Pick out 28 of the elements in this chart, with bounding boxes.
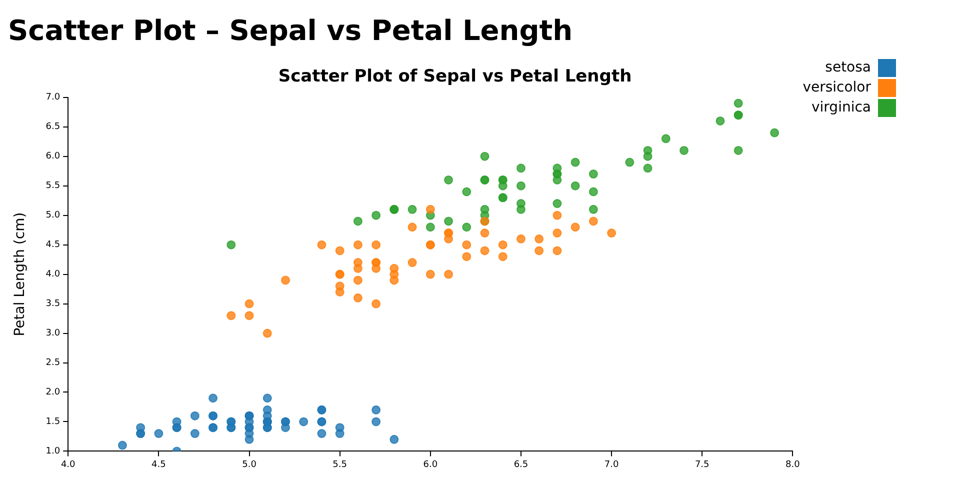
y-tick-label: 2.0 (46, 388, 60, 398)
y-tick-label: 4.0 (46, 270, 60, 280)
x-tick-label: 5.5 (332, 460, 347, 470)
y-tick-label: 3.5 (46, 299, 60, 310)
y-tick-label: 2.5 (46, 358, 60, 368)
y-tick-label: 7.0 (46, 92, 60, 103)
x-tick-label: 6.0 (423, 460, 438, 470)
x-tick-label: 4.5 (152, 460, 166, 470)
y-tick-label: 4.5 (46, 240, 60, 250)
x-tick-label: 7.0 (604, 460, 619, 470)
x-tick-label: 6.5 (514, 460, 528, 470)
y-tick-label: 3.0 (46, 328, 60, 339)
x-tick-label: 4.0 (60, 460, 76, 470)
x-tick-label: 5.0 (242, 460, 257, 470)
y-tick-label: 1.5 (46, 417, 60, 428)
y-tick-label: 6.5 (46, 122, 60, 132)
legend-label: virginica (812, 100, 871, 116)
y-tick-label: 5.0 (46, 210, 60, 221)
chart-title: Scatter Plot – Sepal vs Petal Length (8, 14, 574, 47)
y-tick-label: 6.0 (46, 152, 60, 162)
chart-subtitle: Scatter Plot of Sepal vs Petal Length (278, 66, 632, 87)
y-tick-label: 1.0 (46, 446, 60, 457)
legend-label: setosa (825, 60, 871, 76)
legend-label: versicolor (802, 80, 872, 96)
x-tick-label: 7.5 (694, 460, 710, 470)
y-tick-label: 5.5 (46, 181, 60, 192)
y-axis-title: Petal Length (cm) (12, 212, 28, 336)
x-tick-label: 8.0 (786, 460, 800, 470)
